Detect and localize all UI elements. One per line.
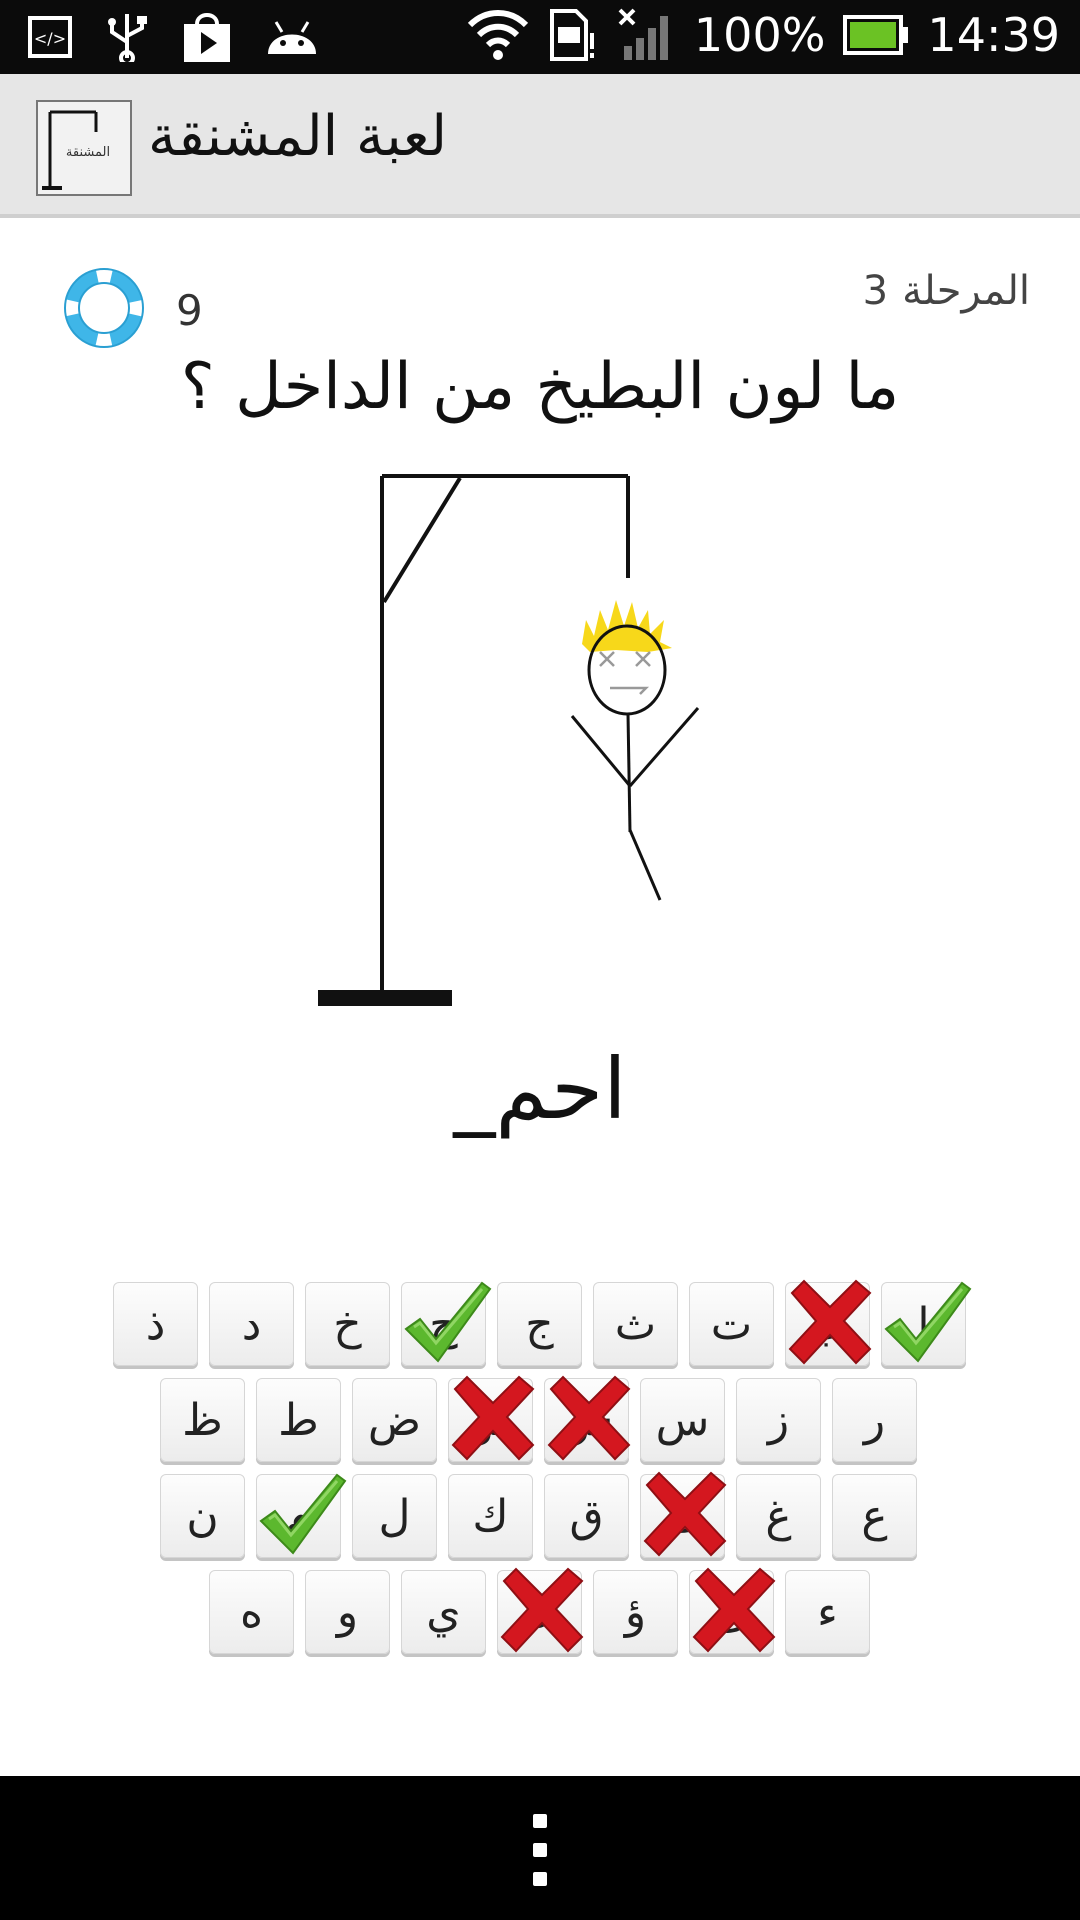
- letter-key-label: ذ: [145, 1298, 166, 1350]
- letter-key[interactable]: ل: [352, 1474, 437, 1558]
- hint-count: 9: [176, 286, 203, 335]
- letter-key: ص: [448, 1375, 535, 1462]
- letter-key-label: ن: [186, 1490, 219, 1542]
- gallows-base: [318, 990, 452, 1006]
- letter-key-label: ؤ: [624, 1586, 647, 1638]
- letter-key: ف: [640, 1471, 727, 1558]
- letter-key: ا: [881, 1281, 972, 1366]
- letter-key: ب: [785, 1279, 872, 1366]
- letter-key[interactable]: ج: [497, 1282, 582, 1366]
- letter-key[interactable]: ط: [256, 1378, 341, 1462]
- letter-key-label: ت: [710, 1298, 753, 1350]
- letter-key-label: ز: [767, 1394, 790, 1446]
- letter-key-label: ي: [426, 1586, 461, 1638]
- clock: 14:39: [927, 8, 1060, 62]
- letter-key-label: ء: [817, 1586, 838, 1638]
- lifebuoy-hint-icon[interactable]: [64, 268, 144, 348]
- letter-key[interactable]: ث: [593, 1282, 678, 1366]
- letter-key-label: م: [284, 1490, 313, 1542]
- letter-key-label: ث: [614, 1298, 657, 1350]
- letter-key[interactable]: ي: [401, 1570, 486, 1654]
- letter-key-label: ق: [569, 1490, 604, 1542]
- letter-key[interactable]: ز: [736, 1378, 821, 1462]
- letter-key[interactable]: ذ: [113, 1282, 198, 1366]
- letter-key-label: غ: [765, 1490, 792, 1542]
- hangman-drawing: [318, 474, 700, 1006]
- letter-key-label: ه: [239, 1586, 264, 1638]
- signal-icon: [616, 6, 676, 64]
- letter-key-label: ج: [525, 1298, 554, 1350]
- usb-icon: [104, 12, 150, 62]
- letter-key-label: ة: [527, 1586, 552, 1638]
- letter-key-label: ك: [472, 1490, 509, 1542]
- letter-key[interactable]: س: [640, 1378, 725, 1462]
- letter-key-label: ش: [559, 1394, 614, 1446]
- letter-key[interactable]: ت: [689, 1282, 774, 1366]
- navigation-bar: [0, 1776, 1080, 1920]
- head: [587, 624, 667, 716]
- wifi-icon: [466, 7, 530, 63]
- code-icon: </>: [28, 14, 74, 60]
- app-logo-icon[interactable]: المشنقة: [36, 100, 132, 196]
- letter-key[interactable]: ء: [785, 1570, 870, 1654]
- letter-key-label: ص: [463, 1394, 518, 1446]
- letter-key-label: ض: [367, 1394, 422, 1446]
- stage-label: المرحلة: [902, 268, 1030, 314]
- letter-key-label: س: [655, 1394, 710, 1446]
- sim-icon: [548, 7, 598, 63]
- app-bar: المشنقة لعبة المشنقة: [0, 74, 1080, 218]
- letter-key[interactable]: ر: [832, 1378, 917, 1462]
- stage-number: 3: [862, 268, 889, 314]
- letter-key-label: ف: [659, 1490, 706, 1542]
- letter-key: ح: [401, 1281, 492, 1366]
- battery-icon: [843, 15, 909, 55]
- letter-key[interactable]: ن: [160, 1474, 245, 1558]
- svg-text:</>: </>: [34, 29, 66, 48]
- app-title: لعبة المشنقة: [148, 104, 448, 169]
- letter-key[interactable]: ق: [544, 1474, 629, 1558]
- letter-key[interactable]: ض: [352, 1378, 437, 1462]
- stage-indicator: المرحلة 3: [863, 268, 1030, 314]
- play-store-icon: [180, 10, 234, 64]
- letter-key[interactable]: ؤ: [593, 1570, 678, 1654]
- letter-key: م: [256, 1473, 347, 1558]
- letter-key-label: خ: [333, 1298, 362, 1350]
- letter-key[interactable]: ظ: [160, 1378, 245, 1462]
- letter-key[interactable]: ك: [448, 1474, 533, 1558]
- letter-key-label: ح: [429, 1298, 458, 1350]
- question-text: ما لون البطيخ من الداخل ؟: [180, 350, 900, 424]
- letter-key-label: ظ: [182, 1394, 223, 1446]
- letter-key-label: د: [241, 1298, 262, 1350]
- letter-key[interactable]: ع: [832, 1474, 917, 1558]
- guessed-word: احم_: [453, 1040, 627, 1138]
- letter-key-label: ع: [861, 1490, 888, 1542]
- letter-key[interactable]: غ: [736, 1474, 821, 1558]
- letter-key: ة: [497, 1567, 584, 1654]
- letter-key-label: ئ: [714, 1586, 749, 1638]
- letter-key[interactable]: ه: [209, 1570, 294, 1654]
- letter-key-label: ب: [806, 1298, 849, 1350]
- overflow-menu-icon[interactable]: [530, 1814, 550, 1886]
- letter-key-label: ر: [863, 1394, 886, 1446]
- status-bar: </> 100% 1: [0, 0, 1080, 74]
- letter-key[interactable]: و: [305, 1570, 390, 1654]
- letter-key-label: و: [336, 1586, 359, 1638]
- android-icon: [264, 14, 320, 60]
- letter-key[interactable]: د: [209, 1282, 294, 1366]
- letter-key-label: ا: [917, 1298, 930, 1350]
- letter-key: ش: [544, 1375, 631, 1462]
- gallows-frame: [380, 474, 630, 998]
- letter-key-label: ل: [378, 1490, 411, 1542]
- svg-text:المشنقة: المشنقة: [66, 145, 110, 160]
- letter-key: ئ: [689, 1567, 776, 1654]
- hanged-figure: [570, 600, 700, 901]
- letter-key-label: ط: [278, 1394, 319, 1446]
- letter-key[interactable]: خ: [305, 1282, 390, 1366]
- battery-percent: 100%: [693, 8, 826, 62]
